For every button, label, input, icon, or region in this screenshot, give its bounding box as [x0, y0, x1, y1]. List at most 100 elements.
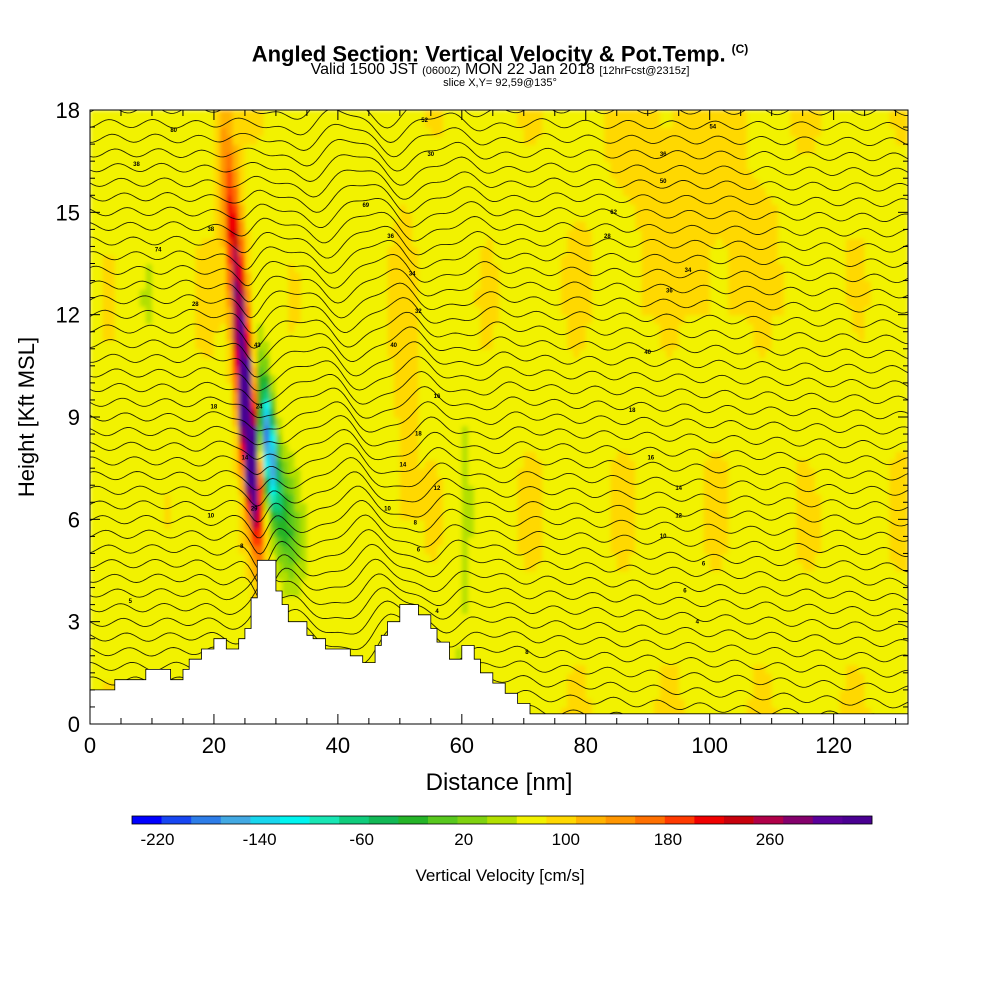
colorbar-swatch — [753, 816, 784, 824]
y-tick-label: 9 — [68, 405, 80, 430]
colorbar-label: Vertical Velocity [cm/s] — [415, 866, 584, 885]
colorbar-swatch — [635, 816, 666, 824]
y-tick-label: 3 — [68, 610, 80, 635]
contour-label: 18 — [415, 432, 422, 438]
terrain-mask — [89, 559, 909, 725]
contour-label: 74 — [155, 247, 162, 253]
x-tick-label: 40 — [326, 733, 350, 758]
colorbar-swatch — [161, 816, 192, 824]
contour-label: 12 — [434, 486, 441, 492]
colorbar-swatch — [487, 816, 518, 824]
y-tick-label: 12 — [56, 303, 80, 328]
contour-label: 18 — [211, 404, 218, 410]
valid-time: Valid 1500 JST — [310, 61, 418, 78]
colorbar-tick-label: -220 — [140, 830, 174, 849]
colorbar-swatch — [280, 816, 310, 824]
contour-label: 38 — [133, 162, 140, 168]
contour-label: 50 — [660, 179, 667, 185]
contour-label: 14 — [675, 486, 682, 492]
contour-label: 5 — [129, 599, 133, 605]
colorbar-swatch — [191, 816, 222, 824]
chart-title: Angled Section: Vertical Velocity & Pot.… — [0, 37, 1000, 66]
contour-label: 54 — [709, 125, 716, 131]
colorbar-tick-label: -60 — [349, 830, 374, 849]
contour-label: 28 — [604, 234, 611, 240]
contour-label: 52 — [421, 118, 428, 124]
contour-label: 6 — [683, 589, 687, 595]
colorbar-swatch — [368, 816, 399, 824]
y-tick-label: 18 — [56, 98, 80, 123]
colorbar-swatch — [605, 816, 636, 824]
colorbar-swatch — [664, 816, 695, 824]
colorbar-swatch — [250, 816, 281, 824]
contour-label: 62 — [610, 210, 617, 216]
contour-label: 4 — [435, 609, 439, 615]
colorbar-swatch — [457, 816, 488, 824]
x-tick-label: 120 — [815, 733, 852, 758]
contour-label: 8 — [240, 544, 244, 550]
colorbar-swatch — [339, 816, 370, 824]
forecast-info: [12hrFcst@2315z] — [599, 65, 690, 77]
contour-label: 29 — [251, 507, 258, 513]
x-tick-label: 80 — [574, 733, 598, 758]
colorbar-tick-label: 100 — [552, 830, 580, 849]
x-axis-label: Distance [nm] — [426, 769, 573, 796]
contour-label: 28 — [192, 302, 199, 308]
terrain-profile — [89, 559, 909, 725]
colorbar-swatch — [724, 816, 754, 824]
colorbar-frame — [131, 815, 873, 825]
contour-label: 40 — [390, 343, 397, 349]
x-tick-label: 20 — [202, 733, 226, 758]
contour-label: 34 — [685, 268, 692, 274]
colorbar-tick-label: 180 — [654, 830, 682, 849]
colorbar-tick-label: -140 — [243, 830, 277, 849]
chart-title-text: Angled Section: Vertical Velocity & Pot.… — [251, 41, 726, 67]
y-tick-label: 15 — [56, 200, 80, 225]
contour-label: 36 — [660, 152, 667, 158]
contour-label: 16 — [434, 394, 441, 400]
y-axis-label: Height [Kft MSL] — [14, 337, 39, 497]
colorbar-swatch — [398, 816, 429, 824]
contour-label: 36 — [666, 288, 673, 294]
contour-label: 69 — [362, 203, 369, 209]
colorbar: -220 -140 -60 20 100 180 260 — [131, 815, 873, 849]
colorbar-swatch — [842, 816, 873, 824]
contour-label: 10 — [207, 513, 214, 519]
x-tick-label: 60 — [450, 733, 474, 758]
contour-label: 4 — [696, 619, 700, 625]
colorbar-swatch — [428, 816, 458, 824]
contour-label: 34 — [409, 271, 416, 277]
colorbar-swatch — [516, 816, 547, 824]
contour-label: 6 — [702, 561, 706, 567]
contour-label: 16 — [647, 455, 654, 461]
contour-label: 8 — [414, 520, 418, 526]
contour-label: 14 — [400, 462, 407, 468]
colorbar-swatch — [576, 816, 606, 824]
colorbar-tick-label: 20 — [454, 830, 473, 849]
chart-title-tag: (C) — [731, 42, 749, 56]
contour-label: 6 — [417, 548, 421, 554]
contour-label: 12 — [675, 513, 682, 519]
x-tick-label: 100 — [691, 733, 728, 758]
contour-label: 36 — [387, 234, 394, 240]
colorbar-swatch — [783, 816, 814, 824]
colorbar-swatch — [220, 816, 251, 824]
colorbar-swatch — [132, 816, 162, 824]
contour-labels: 80 38 38 74 28 43 18 24 14 29 10 8 5 52 30 69 36 34 32 40 16… — [129, 118, 717, 656]
contour-label: 43 — [254, 343, 261, 349]
contour-label: 30 — [427, 152, 434, 158]
valid-date: MON 22 Jan 2018 — [465, 61, 595, 78]
colorbar-swatch — [694, 816, 725, 824]
contour-label: 80 — [170, 128, 177, 134]
contour-label: 24 — [256, 404, 263, 410]
contour-label: 10 — [384, 507, 391, 513]
contour-label: 38 — [207, 227, 214, 233]
contour-label: 14 — [242, 455, 249, 461]
contour-label: 8 — [525, 650, 529, 656]
chart-subtitle: Valid 1500 JST (0600Z) MON 22 Jan 2018 [… — [0, 62, 1000, 79]
y-tick-label: 6 — [68, 507, 80, 532]
colorbar-swatch — [309, 816, 340, 824]
contour-label: 18 — [629, 408, 636, 414]
